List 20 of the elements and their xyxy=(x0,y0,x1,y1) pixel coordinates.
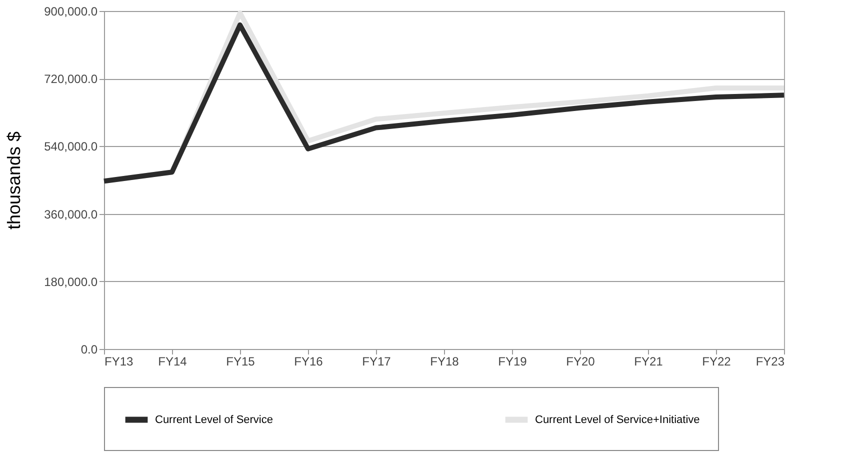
x-tick-label: FY20 xyxy=(566,354,596,368)
x-tick-label: FY17 xyxy=(362,354,392,368)
x-tick-label: FY19 xyxy=(498,354,528,368)
x-tick-label: FY16 xyxy=(294,354,324,368)
legend-label: Current Level of Service+Initiative xyxy=(535,414,700,426)
y-tick-label: 720,000.0 xyxy=(44,72,98,86)
y-tick-label: 0.0 xyxy=(80,342,98,356)
legend-label: Current Level of Service xyxy=(155,414,273,426)
x-tick-label: FY14 xyxy=(158,354,188,368)
x-tick-label: FY15 xyxy=(226,354,256,368)
x-tick-label: FY23 xyxy=(756,354,785,368)
x-tick-label: FY18 xyxy=(430,354,460,368)
y-tick-label: 360,000.0 xyxy=(44,207,98,222)
y-tick-label: 900,000.0 xyxy=(44,4,98,18)
x-tick-label: FY21 xyxy=(634,354,664,368)
y-tick-label: 540,000.0 xyxy=(44,140,98,154)
y-tick-label: 180,000.0 xyxy=(44,274,98,289)
x-tick-label: FY22 xyxy=(702,354,732,368)
x-tick-label: FY13 xyxy=(104,354,134,368)
y-axis-title: thousands $ xyxy=(4,131,24,230)
